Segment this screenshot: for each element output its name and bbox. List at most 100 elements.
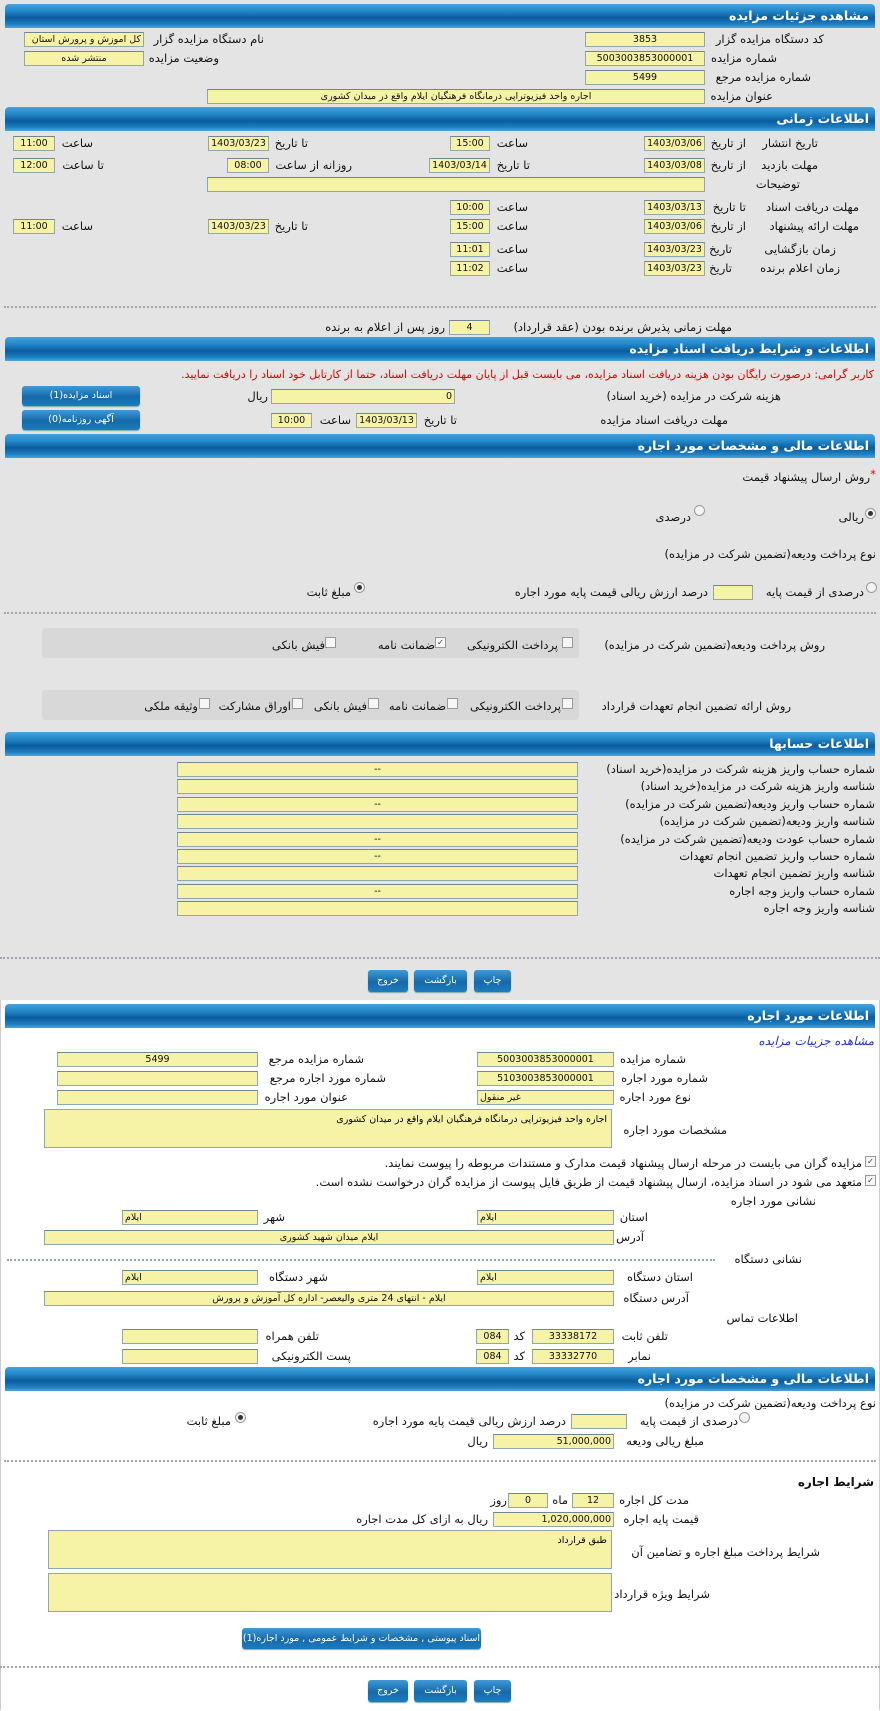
org-city-label: شهر دستگاه [268,1270,328,1284]
deposit-method-checkbox[interactable]: ✓ [435,637,446,648]
auction-title-field[interactable]: اجاره واحد فیزیوتراپی درمانگاه فرهنگیان … [207,89,705,104]
account-field[interactable] [177,779,578,794]
visit-to-time[interactable]: 12:00 [13,158,55,173]
account-field[interactable] [177,866,578,881]
org-name-field[interactable]: کل اموزش و پرورش استان [24,32,144,47]
payment-terms-field[interactable]: طبق قرارداد [48,1530,612,1569]
exit-button-bottom[interactable]: خروج [368,1680,408,1702]
fee-field[interactable]: 0 [271,389,455,404]
newspaper-ad-button[interactable]: آگهی روزنامه(0) [22,410,140,430]
address-field[interactable]: ایلام میدان شهید کشوری [44,1230,614,1245]
duration-day-unit: روز [490,1493,507,1507]
account-field[interactable] [177,814,578,829]
auction-number-field[interactable]: 5003003853000001 [585,51,705,66]
org-address-field[interactable]: ایلام - انتهای 24 متری والیعصر- اداره کل… [44,1291,614,1306]
email-field[interactable] [122,1349,258,1364]
file-commitment-checkbox[interactable]: ✓ [865,1175,876,1186]
deposit-method-checkbox[interactable] [325,637,336,648]
deposit-fixed-radio[interactable] [354,582,365,593]
item-ref-label: شماره مورد اجاره مرجع [269,1071,386,1085]
docs-deadline2-date[interactable]: 1403/03/13 [356,413,417,428]
deposit-amount-field[interactable]: 51,000,000 [493,1434,614,1449]
auction-docs-button[interactable]: اسناد مزایده(1) [22,386,140,406]
docs-deadline-from-date[interactable]: 1403/03/13 [644,200,705,215]
guarantee-method-checkbox[interactable] [447,698,458,709]
account-field[interactable]: -- [177,884,578,899]
winner-time[interactable]: 11:02 [450,261,490,276]
account-field[interactable]: -- [177,849,578,864]
guarantee-method-checkbox[interactable] [199,698,210,709]
lease-fixed-radio[interactable] [235,1412,246,1423]
publish-to-date[interactable]: 1403/03/23 [208,136,269,151]
attachments-button[interactable]: اسناد پیوستی , مشخصات و شرایط عمومی , مو… [242,1628,481,1649]
offer-to-time[interactable]: 11:00 [13,219,55,234]
province-field[interactable]: ایلام [477,1210,614,1225]
offer-from-time[interactable]: 15:00 [450,219,490,234]
visit-from-date[interactable]: 1403/03/08 [644,158,705,173]
base-price-field[interactable]: 1,020,000,000 [493,1512,614,1527]
attach-required-checkbox[interactable]: ✓ [865,1156,876,1167]
guarantee-method-checkbox[interactable] [292,698,303,709]
lease-percent-radio[interactable] [739,1412,750,1423]
winner-from-date[interactable]: 1403/03/23 [644,261,705,276]
city-field[interactable]: ایلام [122,1210,258,1225]
org-province-field[interactable]: ایلام [477,1270,614,1285]
fax-code-field[interactable]: 084 [476,1349,509,1364]
phone-code-field[interactable]: 084 [476,1329,509,1344]
item-type-field[interactable]: غیر منقول [477,1090,614,1105]
deposit-percent-radio[interactable] [866,582,877,593]
docs-deadline2-time[interactable]: 10:00 [271,413,312,428]
print-button[interactable]: چاپ [474,970,511,992]
phone-field[interactable]: 33338172 [532,1329,614,1344]
exit-button[interactable]: خروج [368,970,408,992]
docs-deadline-time[interactable]: 10:00 [450,200,490,215]
account-field[interactable] [177,901,578,916]
opening-time[interactable]: 11:01 [450,242,490,257]
print-button-bottom[interactable]: چاپ [474,1680,511,1702]
ref-number-field[interactable]: 5499 [585,70,705,85]
auction-status-field[interactable]: منتشر شده [24,51,144,66]
special-terms-field[interactable] [48,1573,612,1612]
offer-from-date[interactable]: 1403/03/06 [644,219,705,234]
lease-terms-title: شرایط اجاره [797,1475,874,1489]
duration-months-field[interactable]: 12 [572,1493,614,1508]
publish-from-time[interactable]: 15:00 [450,136,490,151]
mobile-field[interactable] [122,1329,258,1344]
bid-rial-radio[interactable] [865,508,876,519]
visit-daily-from[interactable]: 08:00 [227,158,269,173]
notes-field[interactable] [207,177,705,192]
org-code-field[interactable]: 3853 [585,32,705,47]
publish-from-date[interactable]: 1403/03/06 [644,136,705,151]
bid-percent-radio[interactable] [694,505,705,516]
lease-ref-field[interactable]: 5499 [57,1052,258,1067]
docs-header-title: اطلاعات و شرایط دریافت اسناد مزایده [629,341,869,356]
offer-to-date[interactable]: 1403/03/23 [208,219,269,234]
fax-field[interactable]: 33332770 [532,1349,614,1364]
publish-to-time[interactable]: 11:00 [13,136,55,151]
opening-from-label: تاریخ [709,242,732,256]
duration-days-field[interactable]: 0 [508,1493,548,1508]
org-city-field[interactable]: ایلام [122,1270,258,1285]
deposit-method-checkbox[interactable] [562,637,573,648]
auction-details-link[interactable]: مشاهده جزییات مزایده [758,1034,874,1048]
back-button-bottom[interactable]: بازگشت [414,1680,467,1702]
acceptance-days-field[interactable]: 4 [449,320,490,335]
account-field[interactable]: -- [177,762,578,777]
auction-title-label: عنوان مزایده [710,89,773,103]
lease-number-field[interactable]: 5003003853000001 [477,1052,614,1067]
opening-from-date[interactable]: 1403/03/23 [644,242,705,257]
item-ref-field[interactable] [57,1071,258,1086]
deposit-percent-field[interactable] [713,585,753,600]
specs-field[interactable]: اجاره واحد فیزیوتراپی درمانگاه فرهنگیان … [44,1109,612,1148]
item-title-field[interactable] [57,1090,258,1105]
guarantee-method-checkbox[interactable] [562,698,573,709]
item-number-field[interactable]: 5103003853000001 [477,1071,614,1086]
deposit-method-option: ضمانت نامه [377,638,435,652]
lease-percent-field[interactable] [571,1414,627,1429]
notes-label: توضیحات [755,177,800,191]
account-field[interactable]: -- [177,797,578,812]
guarantee-method-checkbox[interactable] [368,698,379,709]
visit-to-date[interactable]: 1403/03/14 [429,158,490,173]
account-field[interactable]: -- [177,832,578,847]
back-button[interactable]: بازگشت [414,970,467,992]
